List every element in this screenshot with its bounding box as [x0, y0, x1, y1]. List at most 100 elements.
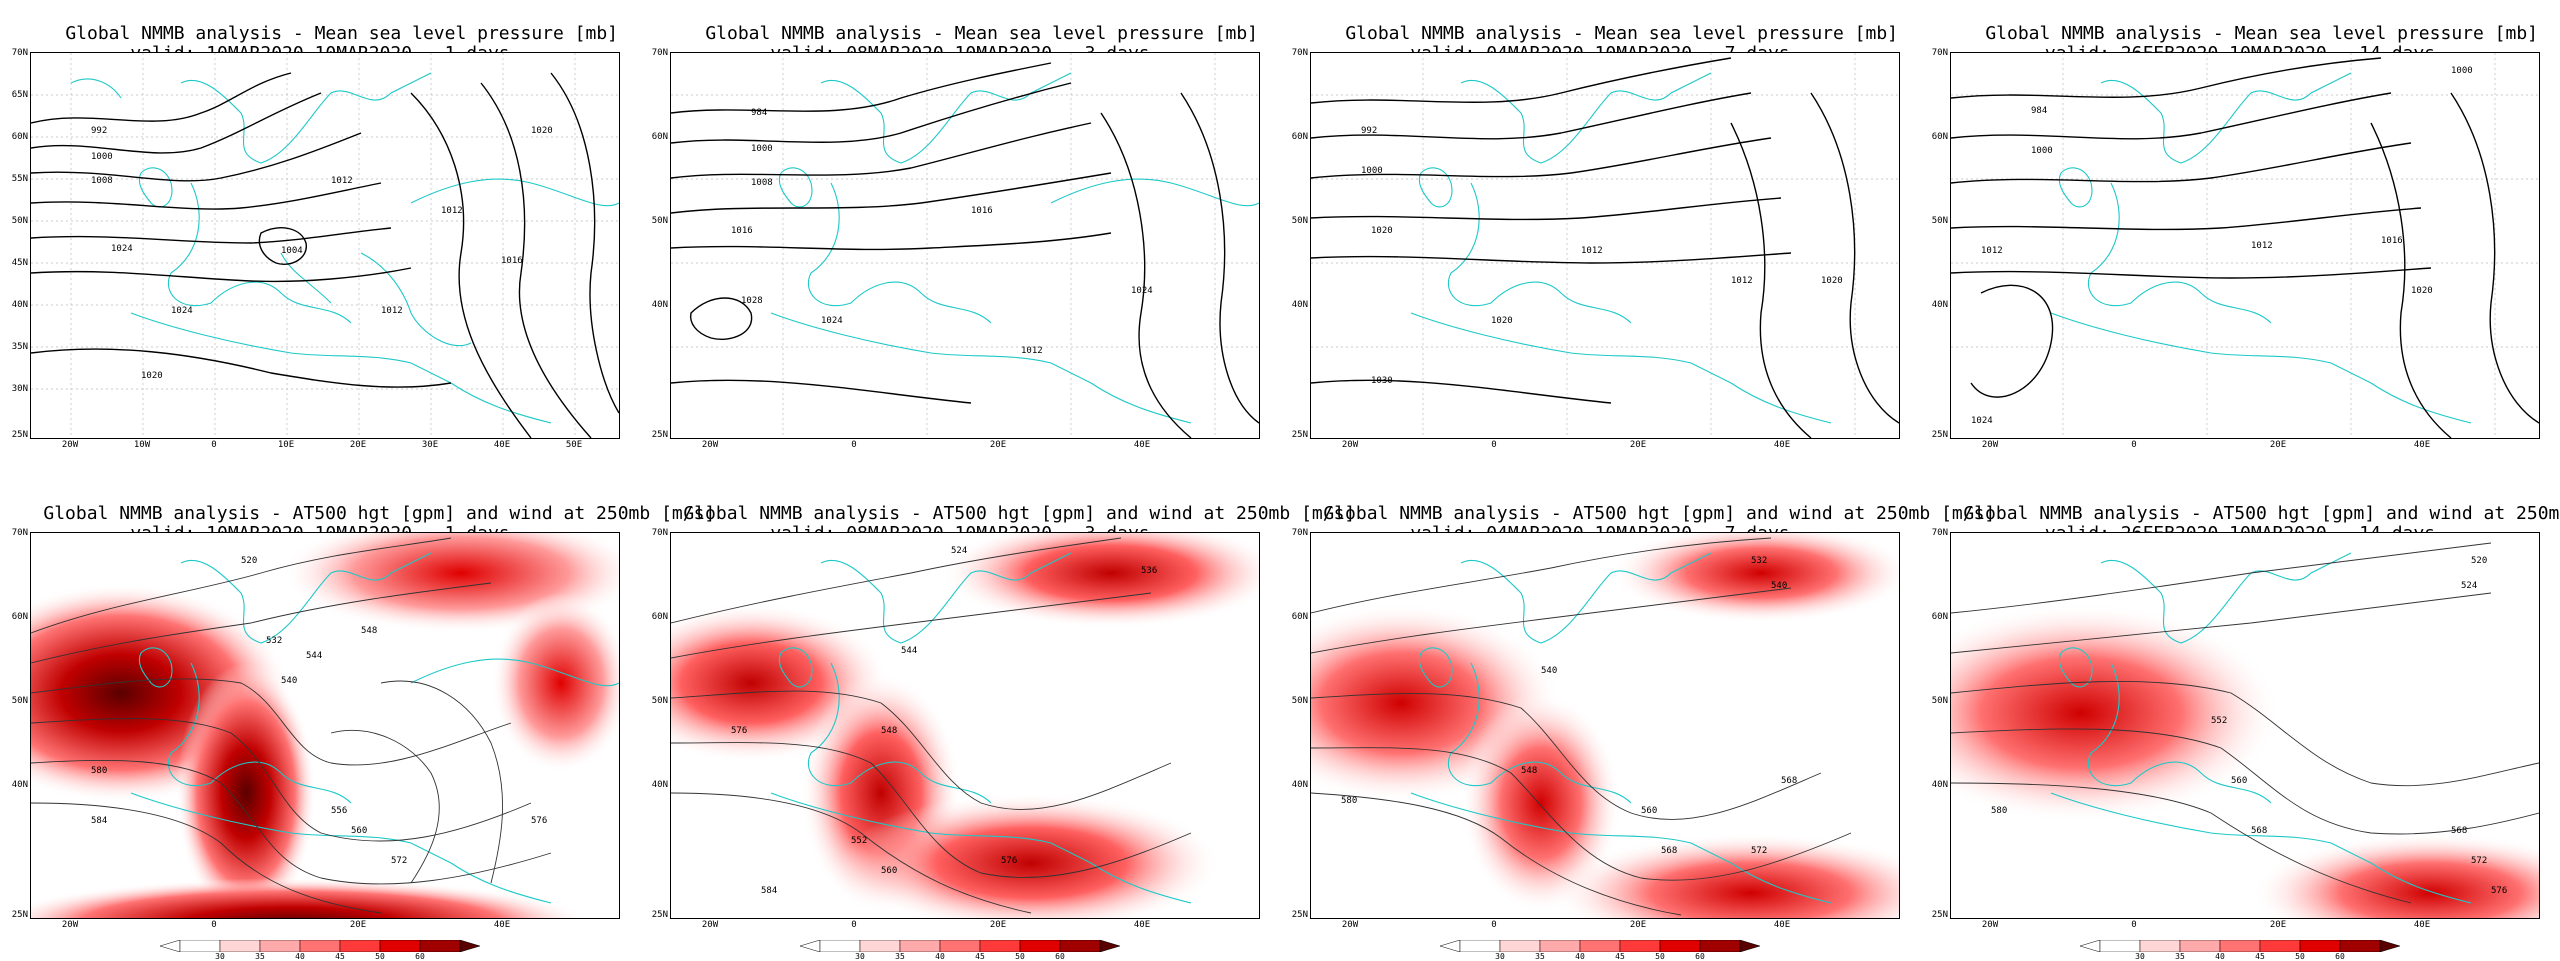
lat-label: 40N [1291, 780, 1308, 790]
svg-text:524: 524 [2461, 581, 2477, 591]
lon-label: 20E [1629, 440, 1647, 450]
svg-text:984: 984 [751, 108, 767, 118]
svg-text:1008: 1008 [91, 176, 113, 186]
svg-text:1024: 1024 [821, 316, 843, 326]
svg-text:992: 992 [91, 126, 107, 136]
svg-text:560: 560 [1641, 806, 1657, 816]
lat-label: 70N [11, 48, 28, 58]
svg-text:580: 580 [91, 766, 107, 776]
svg-text:540: 540 [1541, 666, 1557, 676]
colorbar-label: 50 [2295, 952, 2305, 961]
hgt-wind-panel-3days: Global NMMB analysis - AT500 hgt [gpm] a… [640, 480, 1356, 961]
svg-text:1024: 1024 [1971, 416, 1993, 426]
lat-label: 50N [1291, 216, 1308, 226]
lat-label: 70N [651, 48, 668, 58]
lon-label: 0 [2131, 440, 2137, 450]
svg-text:536: 536 [1141, 566, 1157, 576]
wind-colorbar [2080, 940, 2400, 952]
lat-label: 25N [1291, 430, 1308, 440]
lat-label: 50N [651, 696, 668, 706]
svg-text:1028: 1028 [741, 296, 763, 306]
svg-text:548: 548 [881, 726, 897, 736]
svg-text:540: 540 [1771, 581, 1787, 591]
lon-label: 20W [1981, 920, 1999, 930]
svg-text:1012: 1012 [2251, 241, 2273, 251]
lon-label: 20W [701, 440, 719, 450]
svg-text:992: 992 [1361, 126, 1377, 136]
svg-text:1000: 1000 [1361, 166, 1383, 176]
svg-text:572: 572 [2471, 856, 2487, 866]
lat-label: 60N [651, 612, 668, 622]
svg-text:556: 556 [331, 806, 347, 816]
svg-text:1004: 1004 [281, 246, 303, 256]
colorbar-label: 60 [1695, 952, 1705, 961]
svg-text:544: 544 [901, 646, 917, 656]
lat-label: 70N [11, 528, 28, 538]
lon-label: 10E [277, 440, 295, 450]
lon-label: 40E [493, 440, 511, 450]
svg-text:1012: 1012 [1581, 246, 1603, 256]
map-frame: 532 540 540 548 560 568 568 572 580 [1310, 532, 1900, 919]
map-frame: 984 1000 1012 1024 1012 1016 1020 1000 [1950, 52, 2540, 439]
svg-text:1000: 1000 [2451, 66, 2473, 76]
svg-text:548: 548 [1521, 766, 1537, 776]
colorbar-label: 50 [375, 952, 385, 961]
lon-label: 0 [2131, 920, 2137, 930]
svg-text:576: 576 [2491, 886, 2507, 896]
lat-label: 50N [651, 216, 668, 226]
colorbar-label: 50 [1015, 952, 1025, 961]
lat-label: 70N [1931, 48, 1948, 58]
lat-label: 70N [651, 528, 668, 538]
colorbar-label: 30 [1495, 952, 1505, 961]
svg-text:520: 520 [2471, 556, 2487, 566]
svg-text:1012: 1012 [331, 176, 353, 186]
lon-label: 0 [1491, 440, 1497, 450]
lat-label: 35N [11, 342, 28, 352]
svg-text:584: 584 [91, 816, 107, 826]
svg-text:572: 572 [391, 856, 407, 866]
svg-text:576: 576 [1001, 856, 1017, 866]
svg-text:1000: 1000 [2031, 146, 2053, 156]
colorbar-label: 30 [215, 952, 225, 961]
lon-label: 20W [61, 440, 79, 450]
svg-text:1020: 1020 [2411, 286, 2433, 296]
svg-text:1016: 1016 [731, 226, 753, 236]
lat-label: 65N [11, 90, 28, 100]
svg-text:1000: 1000 [751, 144, 773, 154]
svg-text:1020: 1020 [141, 371, 163, 381]
svg-text:568: 568 [2451, 826, 2467, 836]
wind-colorbar [1440, 940, 1760, 952]
colorbar-label: 45 [2255, 952, 2265, 961]
colorbar-label: 60 [2335, 952, 2345, 961]
svg-text:560: 560 [351, 826, 367, 836]
lon-label: 20E [989, 440, 1007, 450]
svg-text:1016: 1016 [971, 206, 993, 216]
lat-label: 60N [1291, 612, 1308, 622]
colorbar-label: 60 [1055, 952, 1065, 961]
lon-label: 40E [1773, 920, 1791, 930]
svg-text:1016: 1016 [2381, 236, 2403, 246]
lat-label: 60N [1931, 132, 1948, 142]
lat-label: 25N [11, 910, 28, 920]
svg-text:552: 552 [851, 836, 867, 846]
lat-label: 40N [1931, 300, 1948, 310]
svg-text:568: 568 [2251, 826, 2267, 836]
map-frame: 520 532 540 544 548 572 560 556 580 584 576 [30, 532, 620, 919]
lat-label: 25N [1931, 430, 1948, 440]
svg-text:1012: 1012 [1981, 246, 2003, 256]
svg-text:572: 572 [1751, 846, 1767, 856]
lat-label: 55N [11, 174, 28, 184]
colorbar-label: 35 [255, 952, 265, 961]
lat-label: 25N [1291, 910, 1308, 920]
colorbar-label: 30 [855, 952, 865, 961]
lon-label: 20W [61, 920, 79, 930]
colorbar-label: 40 [935, 952, 945, 961]
lat-label: 40N [1291, 300, 1308, 310]
lat-label: 60N [1931, 612, 1948, 622]
svg-text:524: 524 [951, 546, 967, 556]
map-frame: 992 1000 1008 1024 1024 1020 1012 1012 1016 10… [30, 52, 620, 439]
lon-label: 0 [211, 920, 217, 930]
svg-text:1000: 1000 [91, 152, 113, 162]
lon-label: 0 [1491, 920, 1497, 930]
lon-label: 20E [349, 440, 367, 450]
